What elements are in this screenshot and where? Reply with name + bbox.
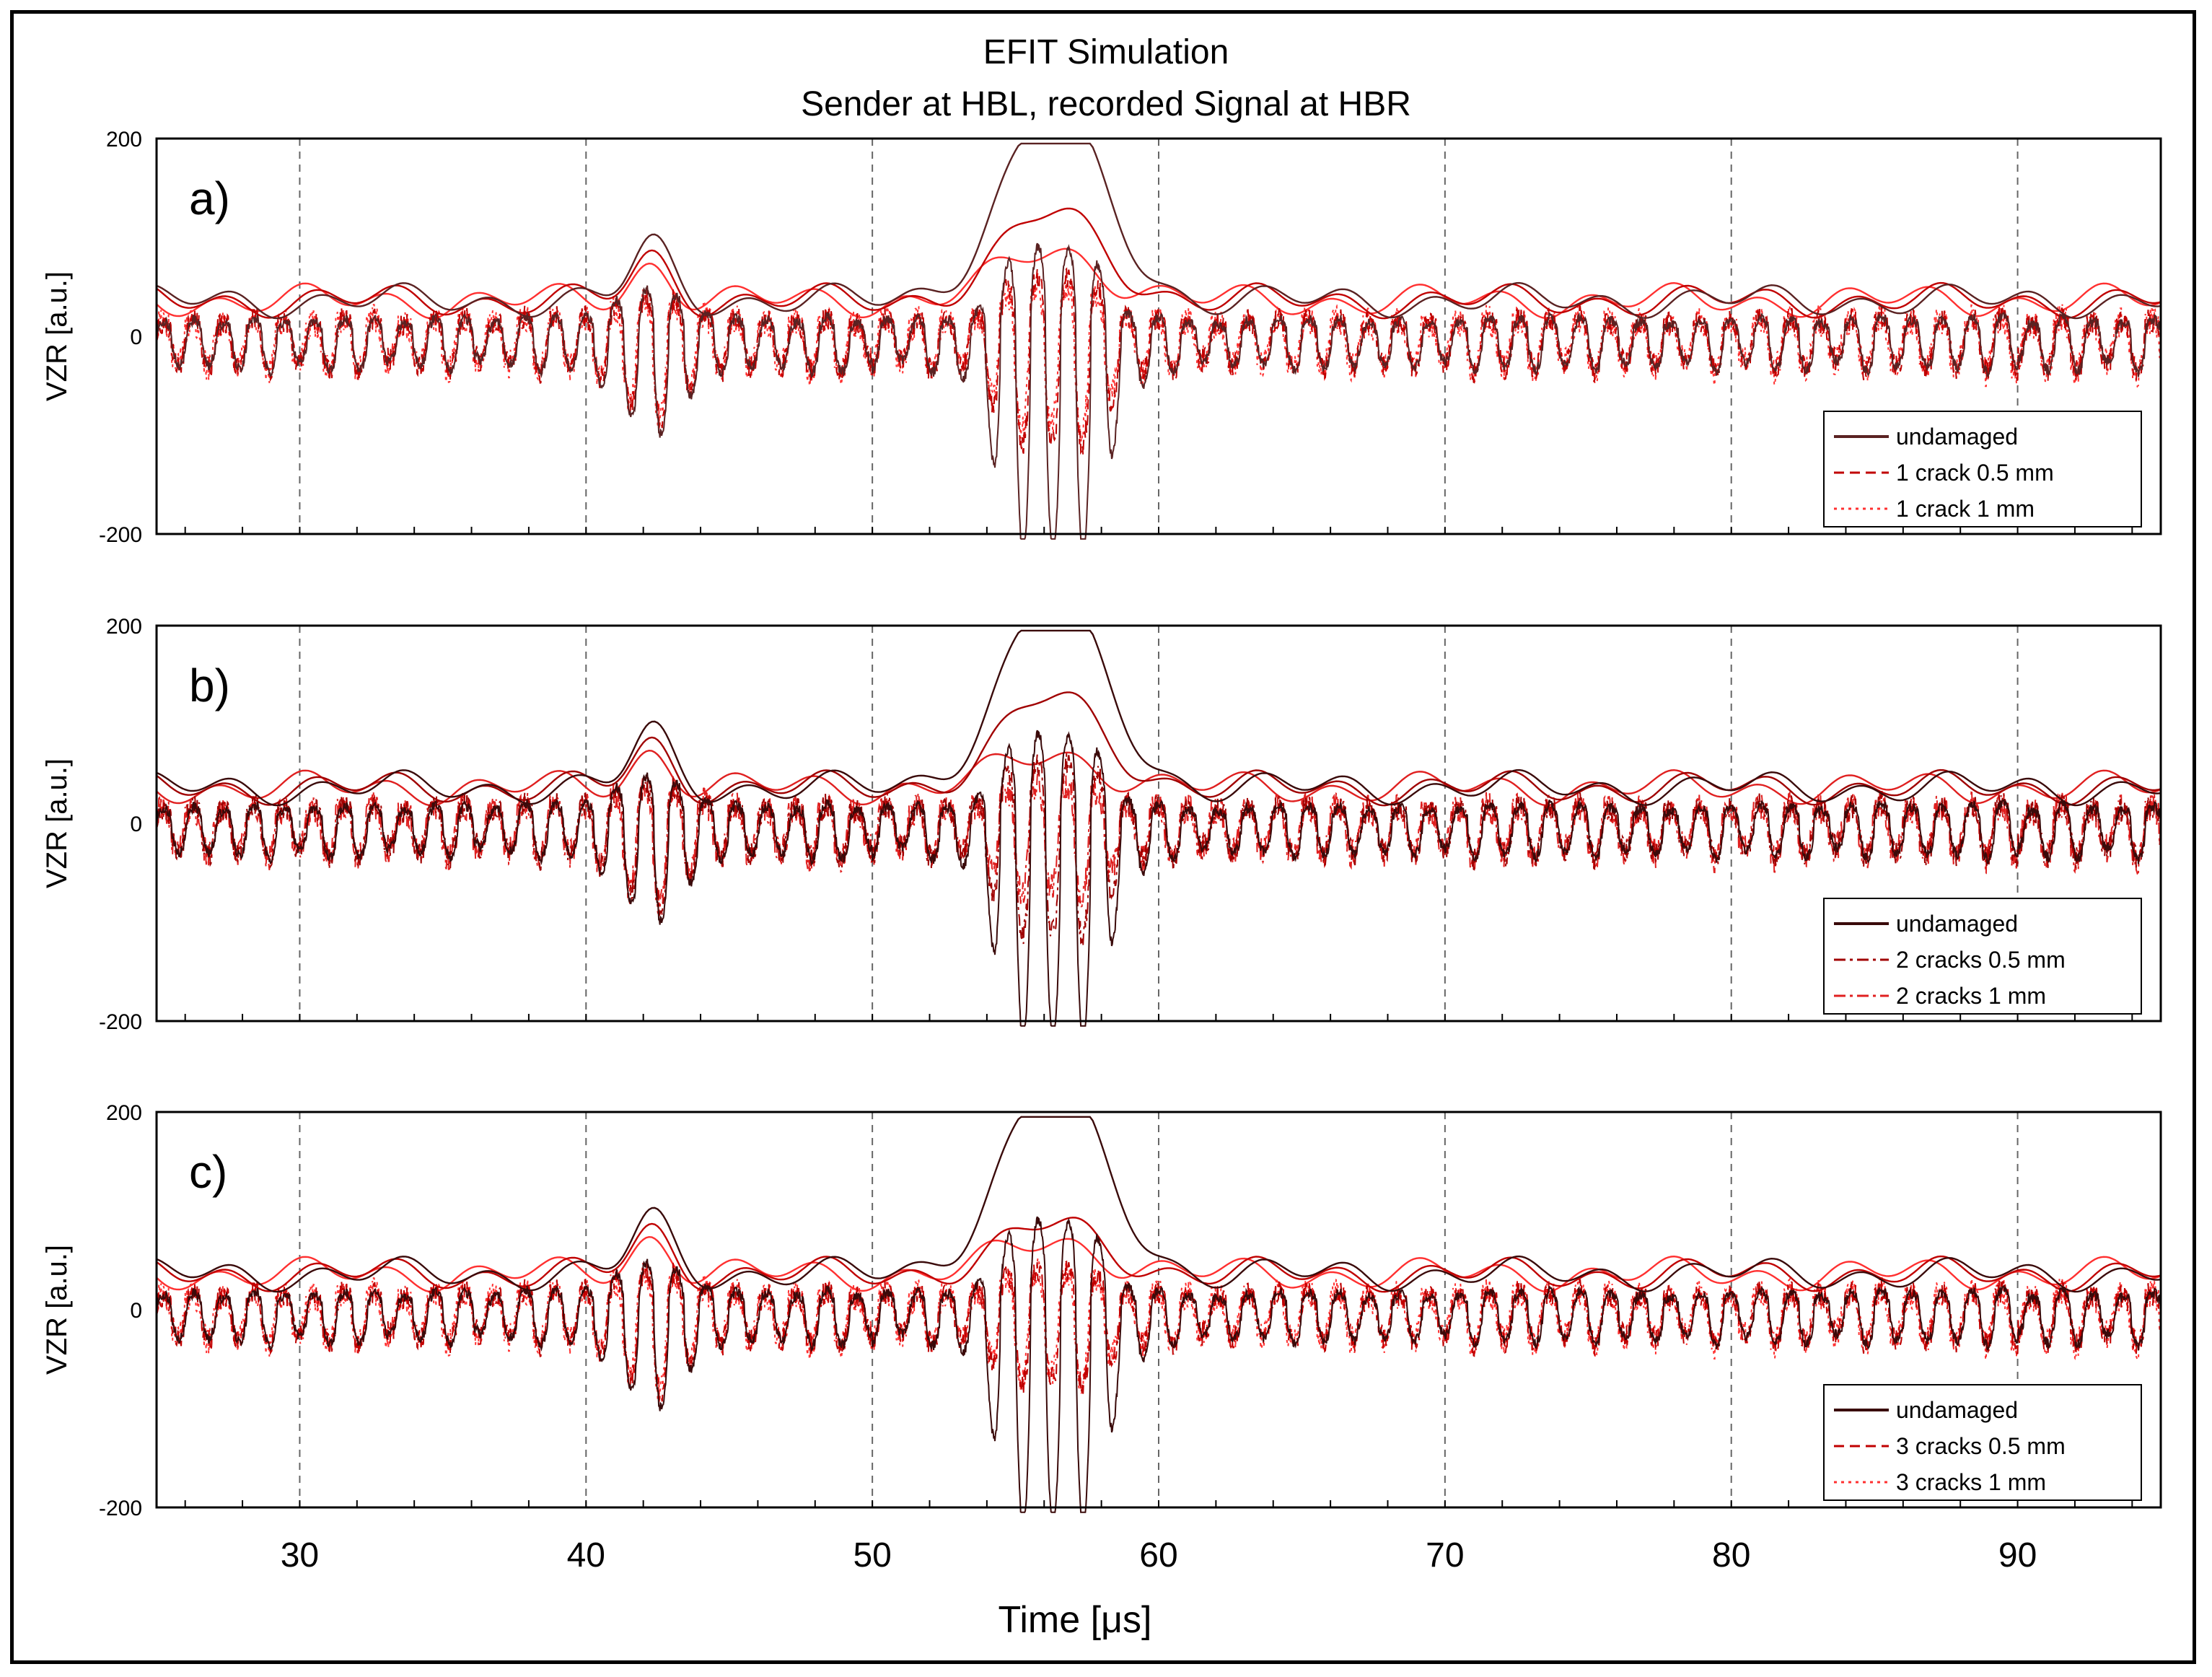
panel-b: 200 0 -200 VZR [a.u.] b) undamaged 2 cracks 0.… — [41, 615, 2162, 1034]
panel-c: 200 0 -200 VZR [a.u.] c) undamaged 3 cracks 0.… — [41, 1101, 2162, 1520]
series-0-trace — [156, 730, 2161, 1027]
y-tick-label: -200 — [99, 1010, 142, 1034]
series-0-envelope — [156, 1116, 2161, 1293]
figure-frame — [10, 10, 2196, 1664]
x-tick-label: 30 — [281, 1536, 319, 1575]
axes-box — [155, 1111, 2162, 1509]
x-tick-label: 50 — [853, 1536, 891, 1575]
series-0-trace — [156, 1216, 2161, 1513]
series-0-envelope — [156, 629, 2161, 807]
legend: undamaged 1 crack 0.5 mm 1 crack 1 mm — [1823, 411, 2142, 527]
legend: undamaged 2 cracks 0.5 mm 2 cracks 1 mm — [1823, 898, 2142, 1015]
legend-entry: undamaged — [1896, 1397, 2018, 1423]
legend-entry: 2 cracks 0.5 mm — [1896, 947, 2066, 973]
series-1-envelope — [156, 1217, 2161, 1293]
series-2-envelope — [156, 248, 2161, 320]
series-2-envelope — [156, 1235, 2161, 1293]
legend-entry: 1 crack 0.5 mm — [1896, 460, 2054, 486]
y-axis-label: VZR [a.u.] — [41, 271, 73, 401]
legend-box — [1823, 1384, 2142, 1501]
series-2-envelope — [156, 749, 2161, 807]
y-tick-label: 0 — [130, 1299, 142, 1323]
legend-entry: 3 cracks 1 mm — [1896, 1469, 2046, 1495]
y-tick-label: 200 — [106, 615, 142, 639]
y-axis-label: VZR [a.u.] — [41, 1245, 73, 1375]
series-0-envelope — [156, 142, 2161, 320]
y-tick-label: 200 — [106, 128, 142, 152]
axes-box — [155, 624, 2162, 1023]
chart-subtitle: Sender at HBL, recorded Signal at HBR — [801, 85, 1411, 123]
legend-entry: undamaged — [1896, 424, 2018, 450]
panel-a: 200 0 -200 VZR [a.u.] a) undamaged 1 crack 0.5… — [41, 128, 2162, 547]
y-tick-label: 0 — [130, 325, 142, 349]
legend-box — [1823, 411, 2142, 527]
y-tick-label: 0 — [130, 813, 142, 836]
series-2-trace — [156, 1257, 2161, 1403]
x-tick-label: 60 — [1139, 1536, 1177, 1575]
y-tick-label: -200 — [99, 1497, 142, 1520]
legend-entry: 1 crack 1 mm — [1896, 496, 2035, 522]
panel-label: c) — [189, 1146, 227, 1198]
chart-title: EFIT Simulation — [983, 33, 1229, 71]
legend-entry: undamaged — [1896, 911, 2018, 937]
panel-label: b) — [189, 660, 230, 711]
legend-box — [1823, 898, 2142, 1015]
panel-label: a) — [189, 172, 230, 224]
x-tick-label: 70 — [1426, 1536, 1464, 1575]
legend: undamaged 3 cracks 0.5 mm 3 cracks 1 mm — [1823, 1384, 2142, 1501]
x-axis-label: Time [μs] — [999, 1599, 1152, 1641]
y-axis-label: VZR [a.u.] — [41, 758, 73, 888]
legend-entry: 2 cracks 1 mm — [1896, 983, 2046, 1009]
y-tick-label: -200 — [99, 523, 142, 547]
x-tick-label: 90 — [1998, 1536, 2037, 1575]
axes-box — [155, 137, 2162, 535]
legend-entry: 3 cracks 0.5 mm — [1896, 1433, 2066, 1459]
x-tick-label: 80 — [1712, 1536, 1750, 1575]
y-tick-label: 200 — [106, 1101, 142, 1125]
series-1-envelope — [156, 207, 2161, 320]
panels-group: 200 0 -200 VZR [a.u.] a) undamaged 1 crack 0.5… — [41, 128, 2162, 1575]
x-tick-label: 40 — [567, 1536, 605, 1575]
series-0-trace — [156, 242, 2161, 540]
